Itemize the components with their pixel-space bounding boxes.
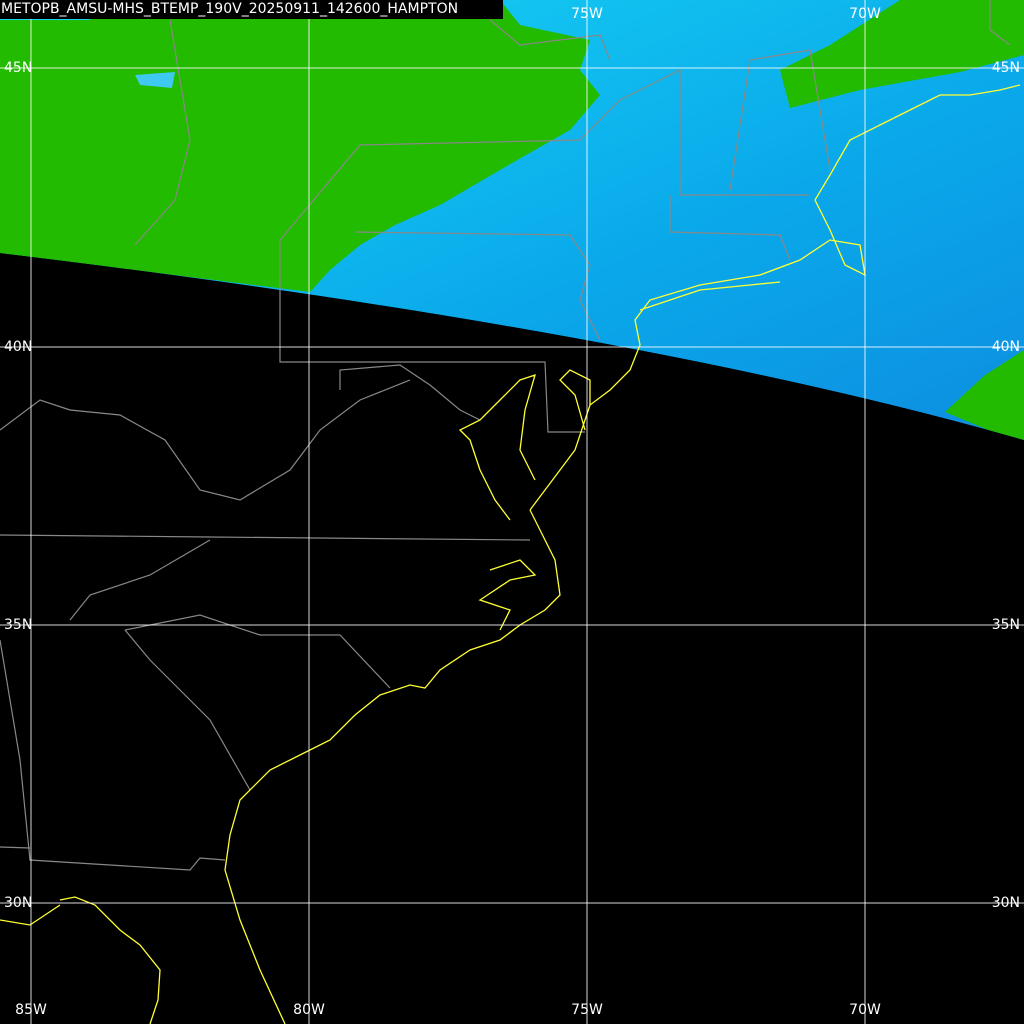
lat-label: 40N	[992, 339, 1020, 355]
lat-label: 35N	[4, 617, 32, 633]
lat-label: 40N	[4, 339, 32, 355]
title-box	[0, 0, 503, 19]
lat-labels: 45N 40N 35N 30N 45N 40N 35N 30N	[4, 60, 1020, 911]
warm-region	[945, 350, 1024, 440]
lon-label: 85W	[15, 1002, 47, 1018]
image-title: METOPB_AMSU-MHS_BTEMP_190V_20250911_1426…	[1, 1, 458, 17]
lon-label: 75W	[571, 6, 603, 22]
cold-patch	[135, 72, 175, 88]
lon-label: 70W	[849, 6, 881, 22]
lon-label: 75W	[571, 1002, 603, 1018]
lon-labels: 75W 70W 85W 80W 75W 70W	[15, 6, 881, 1018]
lat-label: 30N	[4, 895, 32, 911]
lat-label: 45N	[4, 60, 32, 76]
lon-label: 80W	[293, 1002, 325, 1018]
lat-label: 30N	[992, 895, 1020, 911]
warm-region	[780, 0, 1024, 108]
lat-label: 45N	[992, 60, 1020, 76]
lat-label: 35N	[992, 617, 1020, 633]
lon-label: 70W	[849, 1002, 881, 1018]
warm-region	[0, 0, 600, 292]
